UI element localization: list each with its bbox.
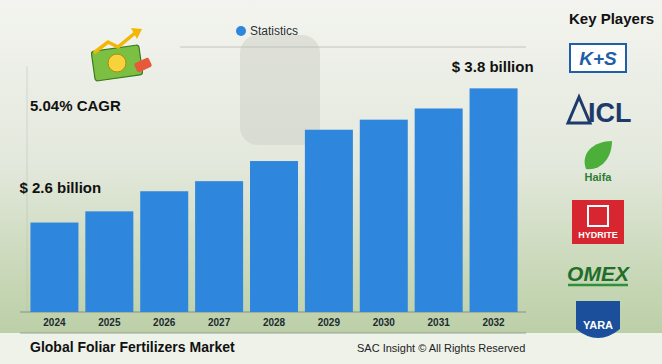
logo: K+S [570,44,626,72]
legend-label: Statistics [250,24,298,38]
bar [85,211,133,312]
chart: 2024 2025 2026 2027 2028 2029 2030 2031 2032 Stat… [0,0,662,364]
logo-text: Haifa [585,171,613,183]
x-tick-label: 2025 [98,317,121,328]
panel-title: Key Players [569,10,654,27]
logo-text: ICL [588,98,632,128]
logo-box [570,44,626,72]
x-tick-label: 2028 [263,317,286,328]
bar [250,161,298,312]
bar [305,130,353,312]
icon-coin [108,54,126,72]
logo: Haifa [585,141,613,183]
logo: YARA [576,301,620,338]
cagr-icon [91,28,152,81]
bar [140,191,188,312]
top-line [180,47,526,48]
logo-frame [588,206,608,226]
logo: OMEX [567,262,631,285]
background-figure [240,35,320,145]
x-tick-label: 2030 [373,317,396,328]
bar [415,108,463,312]
x-tick-label: 2031 [428,317,451,328]
annotation: $ 2.6 billion [19,179,101,196]
logo-text: YARA [583,319,613,331]
annotation: $ 3.8 billion [452,58,534,75]
footer-band [0,333,662,364]
bar [30,223,78,312]
x-tick-label: 2024 [43,317,66,328]
icon-tag [134,57,153,73]
icon-arrowhead [131,28,142,39]
bar [195,181,243,312]
logo-shape [568,97,590,123]
x-tick-label: 2026 [153,317,176,328]
title: Global Foliar Fertilizers Market [30,339,235,355]
legend-swatch [236,26,246,36]
logo: HYDRITE [572,200,624,244]
bars [30,88,517,312]
logo-text: HYDRITE [578,230,618,240]
logo: ICL [568,97,632,128]
background [0,0,662,364]
x-tick-label: 2032 [482,317,505,328]
logo-box [572,200,624,244]
logo-text: OMEX [567,262,631,285]
x-tick-label: 2029 [318,317,341,328]
logo-leaf [585,141,612,169]
annotation: 5.04% CAGR [30,97,121,114]
bar [470,88,518,312]
bar [360,120,408,312]
logo-text: K+S [579,48,617,69]
icon-arrow [95,33,135,52]
x-tick-label: 2027 [208,317,231,328]
logo-shield [576,301,620,338]
footer-line [20,333,526,334]
source: SAC Insight © All Rights Reserved [357,342,525,354]
